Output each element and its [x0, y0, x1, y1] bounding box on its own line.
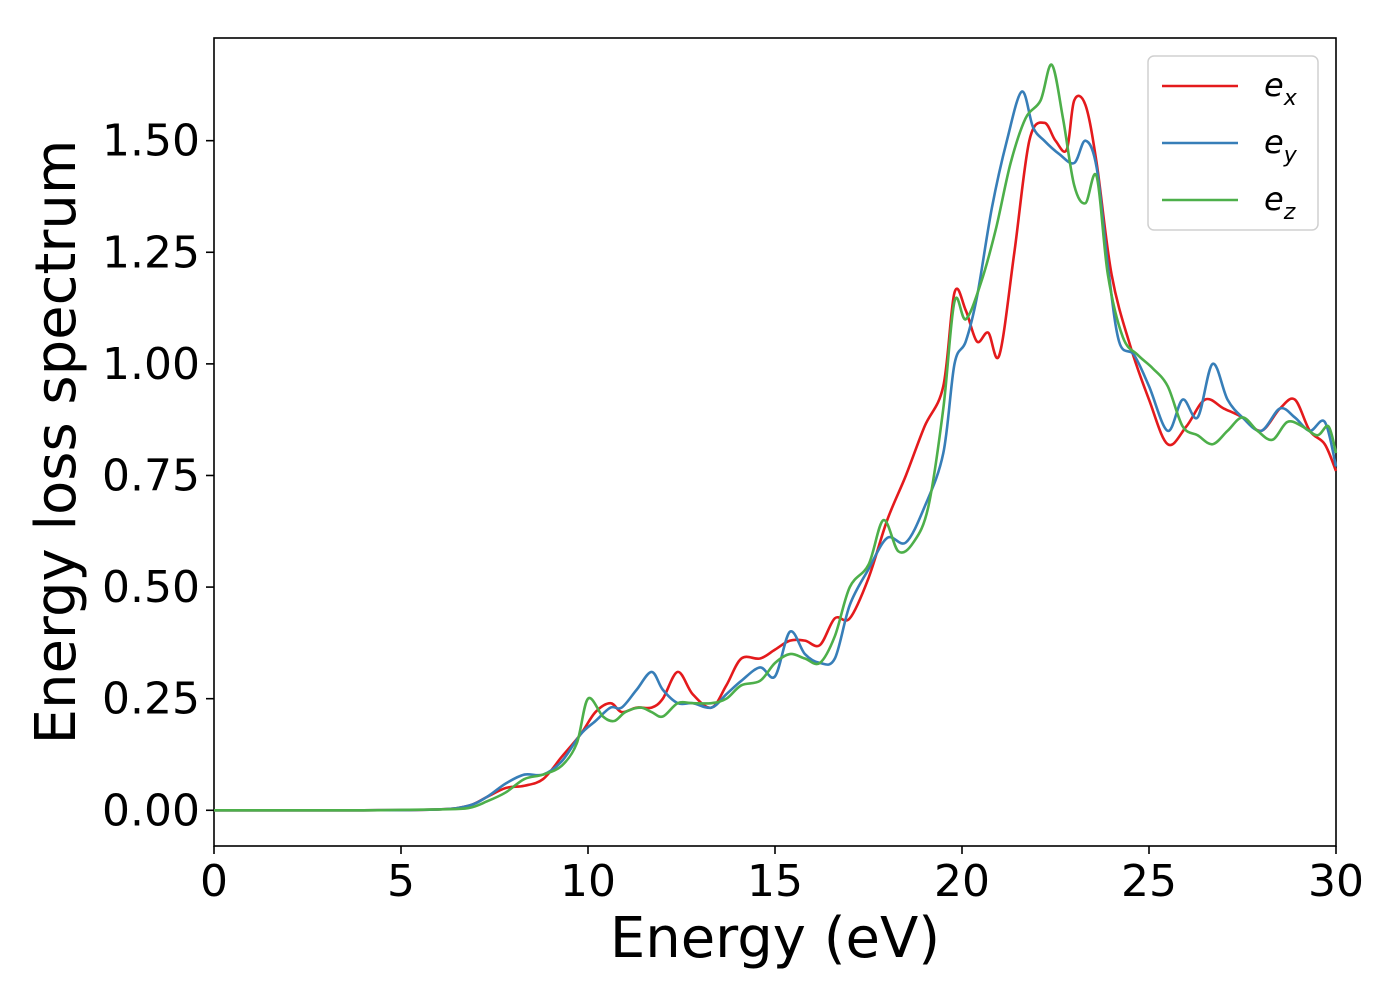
- y-tick-label: 0.25: [102, 674, 200, 725]
- x-tick-label: 5: [387, 856, 415, 907]
- x-tick-label: 15: [747, 856, 803, 907]
- x-tick-label: 0: [200, 856, 228, 907]
- y-axis-ticks: 0.00 0.25 0.50 0.75 1.00 1.25 1.50: [102, 116, 214, 836]
- y-tick-label: 0.00: [102, 785, 200, 836]
- x-tick-label: 30: [1308, 856, 1364, 907]
- y-tick-label: 0.75: [102, 450, 200, 501]
- x-axis-title: Energy (eV): [610, 906, 940, 971]
- y-tick-label: 1.50: [102, 116, 200, 167]
- legend-label-y: ey: [1264, 123, 1298, 168]
- legend-items: ex ey ez: [1162, 66, 1298, 225]
- y-tick-label: 1.00: [102, 339, 200, 390]
- x-tick-label: 25: [1121, 856, 1177, 907]
- x-axis-ticks: 0 5 10 15 20 25 30: [200, 846, 1364, 907]
- y-axis-title: Energy loss spectrum: [24, 140, 89, 745]
- x-tick-label: 10: [560, 856, 616, 907]
- legend: ex ey ez: [1147, 55, 1319, 231]
- series-line-z: [214, 63, 1338, 812]
- series-layer: [214, 63, 1338, 812]
- y-tick-label: 1.25: [102, 227, 200, 278]
- y-tick-label: 0.50: [102, 562, 200, 613]
- legend-label-z: ez: [1264, 180, 1296, 225]
- legend-label-x: ex: [1264, 66, 1298, 111]
- x-tick-label: 20: [934, 856, 990, 907]
